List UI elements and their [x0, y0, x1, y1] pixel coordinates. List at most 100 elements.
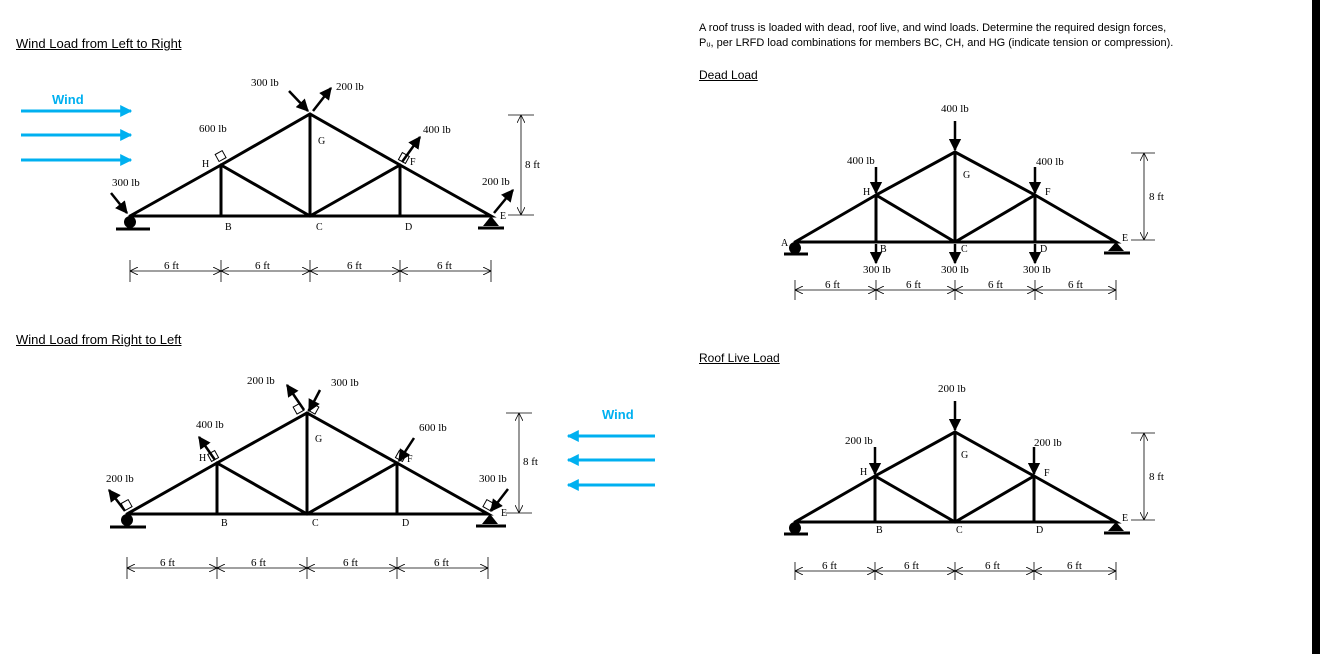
supports: [116, 216, 504, 231]
wind-arrows: Wind: [566, 407, 655, 491]
heading-dead-load: Dead Load: [699, 68, 758, 82]
truss-wind-right-to-left: Wind: [106, 375, 655, 579]
svg-text:6 ft: 6 ft: [1068, 279, 1083, 291]
svg-text:B: B: [221, 518, 228, 529]
node-labels: A H G F B C D E: [781, 170, 1128, 255]
problem-statement-line-2: Pᵤ, per LRFD load combinations for membe…: [699, 37, 1174, 49]
svg-text:G: G: [961, 450, 968, 461]
load-label-D: 300 lb: [1023, 264, 1051, 276]
heading-wind-left-to-right: Wind Load from Left to Right: [16, 36, 182, 51]
height-label: 8 ft: [523, 456, 538, 468]
load-label-F: 400 lb: [1036, 156, 1064, 168]
svg-text:6 ft: 6 ft: [825, 279, 840, 291]
svg-text:6 ft: 6 ft: [985, 560, 1000, 572]
svg-text:6 ft: 6 ft: [255, 260, 270, 272]
svg-text:6 ft: 6 ft: [1067, 560, 1082, 572]
svg-text:E: E: [500, 211, 506, 222]
load-arrows: [108, 383, 509, 512]
svg-text:6 ft: 6 ft: [988, 279, 1003, 291]
svg-text:B: B: [876, 525, 883, 536]
supports: [784, 242, 1130, 256]
svg-text:6 ft: 6 ft: [822, 560, 837, 572]
heading-wind-right-to-left: Wind Load from Right to Left: [16, 332, 182, 347]
svg-text:B: B: [225, 222, 232, 233]
wind-label: Wind: [52, 92, 84, 107]
svg-text:D: D: [1040, 244, 1047, 255]
svg-text:G: G: [318, 136, 325, 147]
supports: [110, 514, 506, 529]
load-label-F: 400 lb: [423, 124, 451, 136]
load-label-G-right: 300 lb: [331, 377, 359, 389]
heading-roof-live-load: Roof Live Load: [699, 351, 780, 365]
dimensions: 8 ft 6 ft 6 ft 6 ft 6 ft: [126, 412, 538, 579]
wind-arrows: Wind: [21, 92, 133, 166]
svg-text:6 ft: 6 ft: [906, 279, 921, 291]
svg-text:F: F: [1044, 468, 1050, 479]
load-labels: 200 lb 400 lb 200 lb 300 lb 600 lb 300 l…: [106, 375, 507, 485]
node-labels: H G F B C D E: [860, 450, 1128, 536]
truss-dead-load: 400 lb 400 lb 400 lb 300 lb 300 lb 300 l…: [781, 103, 1164, 300]
svg-text:6 ft: 6 ft: [437, 260, 452, 272]
load-label-F: 600 lb: [419, 422, 447, 434]
truss-members: [793, 430, 1122, 524]
svg-text:G: G: [315, 434, 322, 445]
node-labels: H G F B C D E: [202, 136, 506, 233]
load-label-H: 400 lb: [847, 155, 875, 167]
svg-text:G: G: [963, 170, 970, 181]
svg-text:E: E: [1122, 513, 1128, 524]
svg-text:B: B: [880, 244, 887, 255]
load-label-H: 600 lb: [199, 123, 227, 135]
svg-text:D: D: [405, 222, 412, 233]
svg-text:D: D: [402, 518, 409, 529]
svg-text:6 ft: 6 ft: [164, 260, 179, 272]
load-label-G-left: 300 lb: [251, 77, 279, 89]
svg-text:6 ft: 6 ft: [347, 260, 362, 272]
load-label-A: 200 lb: [106, 473, 134, 485]
load-label-G-left: 200 lb: [247, 375, 275, 387]
truss-members: [125, 411, 494, 516]
load-label-B: 300 lb: [863, 264, 891, 276]
truss-roof-live-load: 200 lb 200 lb 200 lb H G F B C D E 8 ft: [784, 383, 1164, 580]
svg-text:A: A: [781, 238, 789, 249]
svg-text:6 ft: 6 ft: [251, 557, 266, 569]
svg-text:E: E: [1122, 233, 1128, 244]
load-arrows: [868, 401, 1041, 476]
svg-text:6 ft: 6 ft: [904, 560, 919, 572]
svg-text:D: D: [1036, 525, 1043, 536]
svg-text:C: C: [956, 525, 963, 536]
svg-text:6 ft: 6 ft: [160, 557, 175, 569]
svg-text:F: F: [407, 454, 413, 465]
load-arrows: [110, 87, 514, 214]
height-label: 8 ft: [1149, 471, 1164, 483]
svg-text:E: E: [501, 508, 507, 519]
load-labels: 300 lb 600 lb 300 lb 200 lb 400 lb 200 l…: [112, 77, 510, 189]
dimensions: 8 ft 6 ft 6 ft 6 ft 6 ft: [794, 152, 1164, 300]
load-arrows: [869, 121, 1042, 265]
dimensions: 8 ft 6 ft 6 ft 6 ft 6 ft: [794, 432, 1164, 580]
svg-text:H: H: [199, 453, 206, 464]
truss-members: [793, 150, 1122, 244]
height-label: 8 ft: [1149, 191, 1164, 203]
svg-text:H: H: [863, 187, 870, 198]
supports: [784, 522, 1130, 536]
load-labels: 400 lb 400 lb 400 lb 300 lb 300 lb 300 l…: [847, 103, 1064, 276]
truss-wind-left-to-right: Wind: [21, 77, 540, 282]
load-label-F: 200 lb: [1034, 437, 1062, 449]
svg-text:6 ft: 6 ft: [434, 557, 449, 569]
svg-text:C: C: [961, 244, 968, 255]
load-labels: 200 lb 200 lb 200 lb: [845, 383, 1062, 449]
svg-text:6 ft: 6 ft: [343, 557, 358, 569]
svg-text:F: F: [410, 157, 416, 168]
svg-text:C: C: [316, 222, 323, 233]
dimensions: 8 ft 6 ft 6 ft 6 ft 6 ft: [129, 114, 540, 282]
svg-text:H: H: [860, 467, 867, 478]
load-label-G: 200 lb: [938, 383, 966, 395]
load-label-C: 300 lb: [941, 264, 969, 276]
wind-label: Wind: [602, 407, 634, 422]
svg-text:H: H: [202, 159, 209, 170]
load-label-E: 300 lb: [479, 473, 507, 485]
load-label-E: 200 lb: [482, 176, 510, 188]
svg-text:F: F: [1045, 187, 1051, 198]
